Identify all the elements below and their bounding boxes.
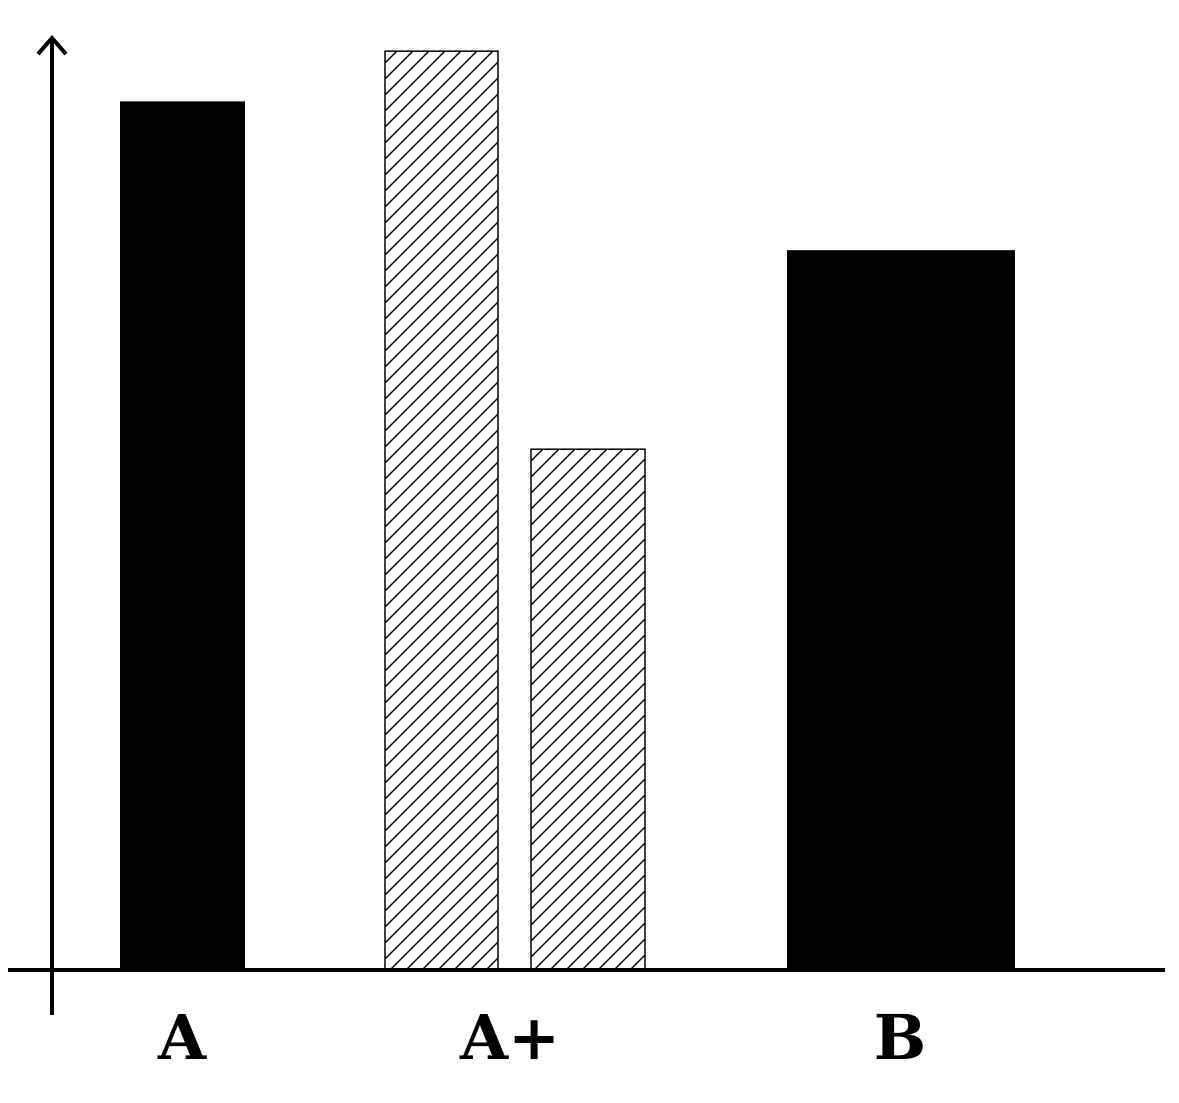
bar bbox=[530, 448, 646, 971]
x-tick-label: A+ bbox=[459, 1001, 560, 1074]
bars bbox=[120, 50, 1015, 971]
x-tick-label: B bbox=[874, 1001, 926, 1074]
bar bbox=[120, 101, 245, 970]
y-axis-arrow bbox=[36, 34, 68, 56]
bar bbox=[384, 50, 499, 971]
bar bbox=[787, 250, 1015, 970]
x-tick-label: A bbox=[157, 1001, 207, 1074]
